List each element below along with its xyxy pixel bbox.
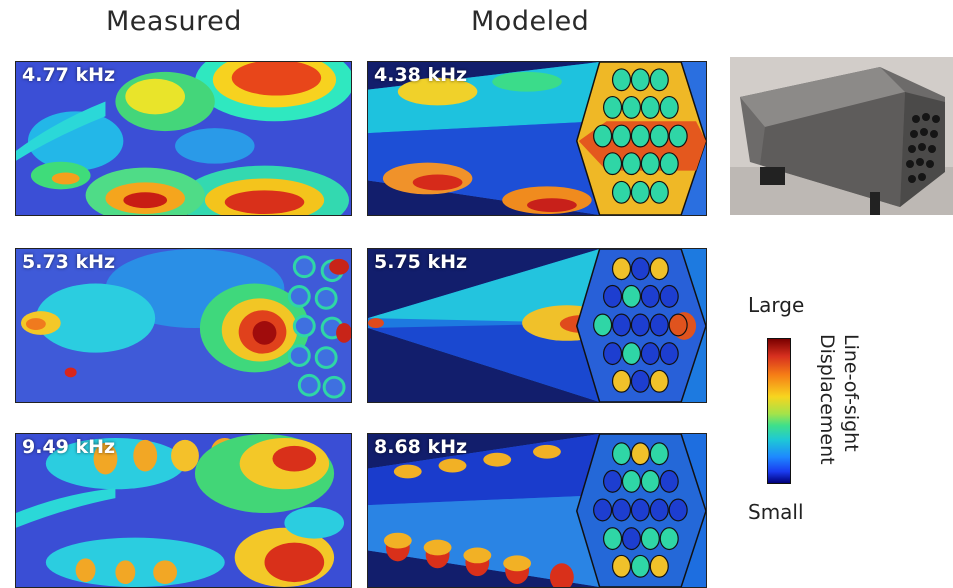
measured-map-2 — [16, 249, 351, 402]
modeled-map-2 — [368, 249, 706, 402]
modeled-frequency-3: 8.68 kHz — [374, 436, 468, 458]
modeled-panel-2: 5.75 kHz — [367, 248, 707, 403]
measured-frequency-3: 9.49 kHz — [22, 436, 116, 458]
colorbar-bottom-label: Small — [748, 500, 804, 524]
modeled-panel-1: 4.38 kHz — [367, 61, 707, 216]
modeled-header: Modeled — [471, 6, 590, 37]
prototype-photo — [730, 57, 953, 215]
modeled-map-3 — [368, 434, 706, 587]
colorbar-title-line2: Displacement — [816, 334, 838, 465]
measured-frequency-2: 5.73 kHz — [22, 251, 116, 273]
prototype-photo-image — [730, 57, 953, 215]
measured-frequency-1: 4.77 kHz — [22, 64, 116, 86]
measured-panel-2: 5.73 kHz — [15, 248, 352, 403]
modeled-frequency-1: 4.38 kHz — [374, 64, 468, 86]
measured-map-1 — [16, 62, 351, 215]
colorbar-title-line1: Line-of-sight — [840, 334, 862, 452]
measured-map-3 — [16, 434, 351, 587]
measured-header: Measured — [106, 6, 242, 37]
measured-panel-3: 9.49 kHz — [15, 433, 352, 588]
colorbar-top-label: Large — [748, 293, 805, 317]
modeled-panel-3: 8.68 kHz — [367, 433, 707, 588]
colorbar-title: Line-of-sight Displacement — [816, 330, 862, 490]
measured-panel-1: 4.77 kHz — [15, 61, 352, 216]
colorbar — [767, 338, 791, 484]
modeled-map-1 — [368, 62, 706, 215]
modeled-frequency-2: 5.75 kHz — [374, 251, 468, 273]
